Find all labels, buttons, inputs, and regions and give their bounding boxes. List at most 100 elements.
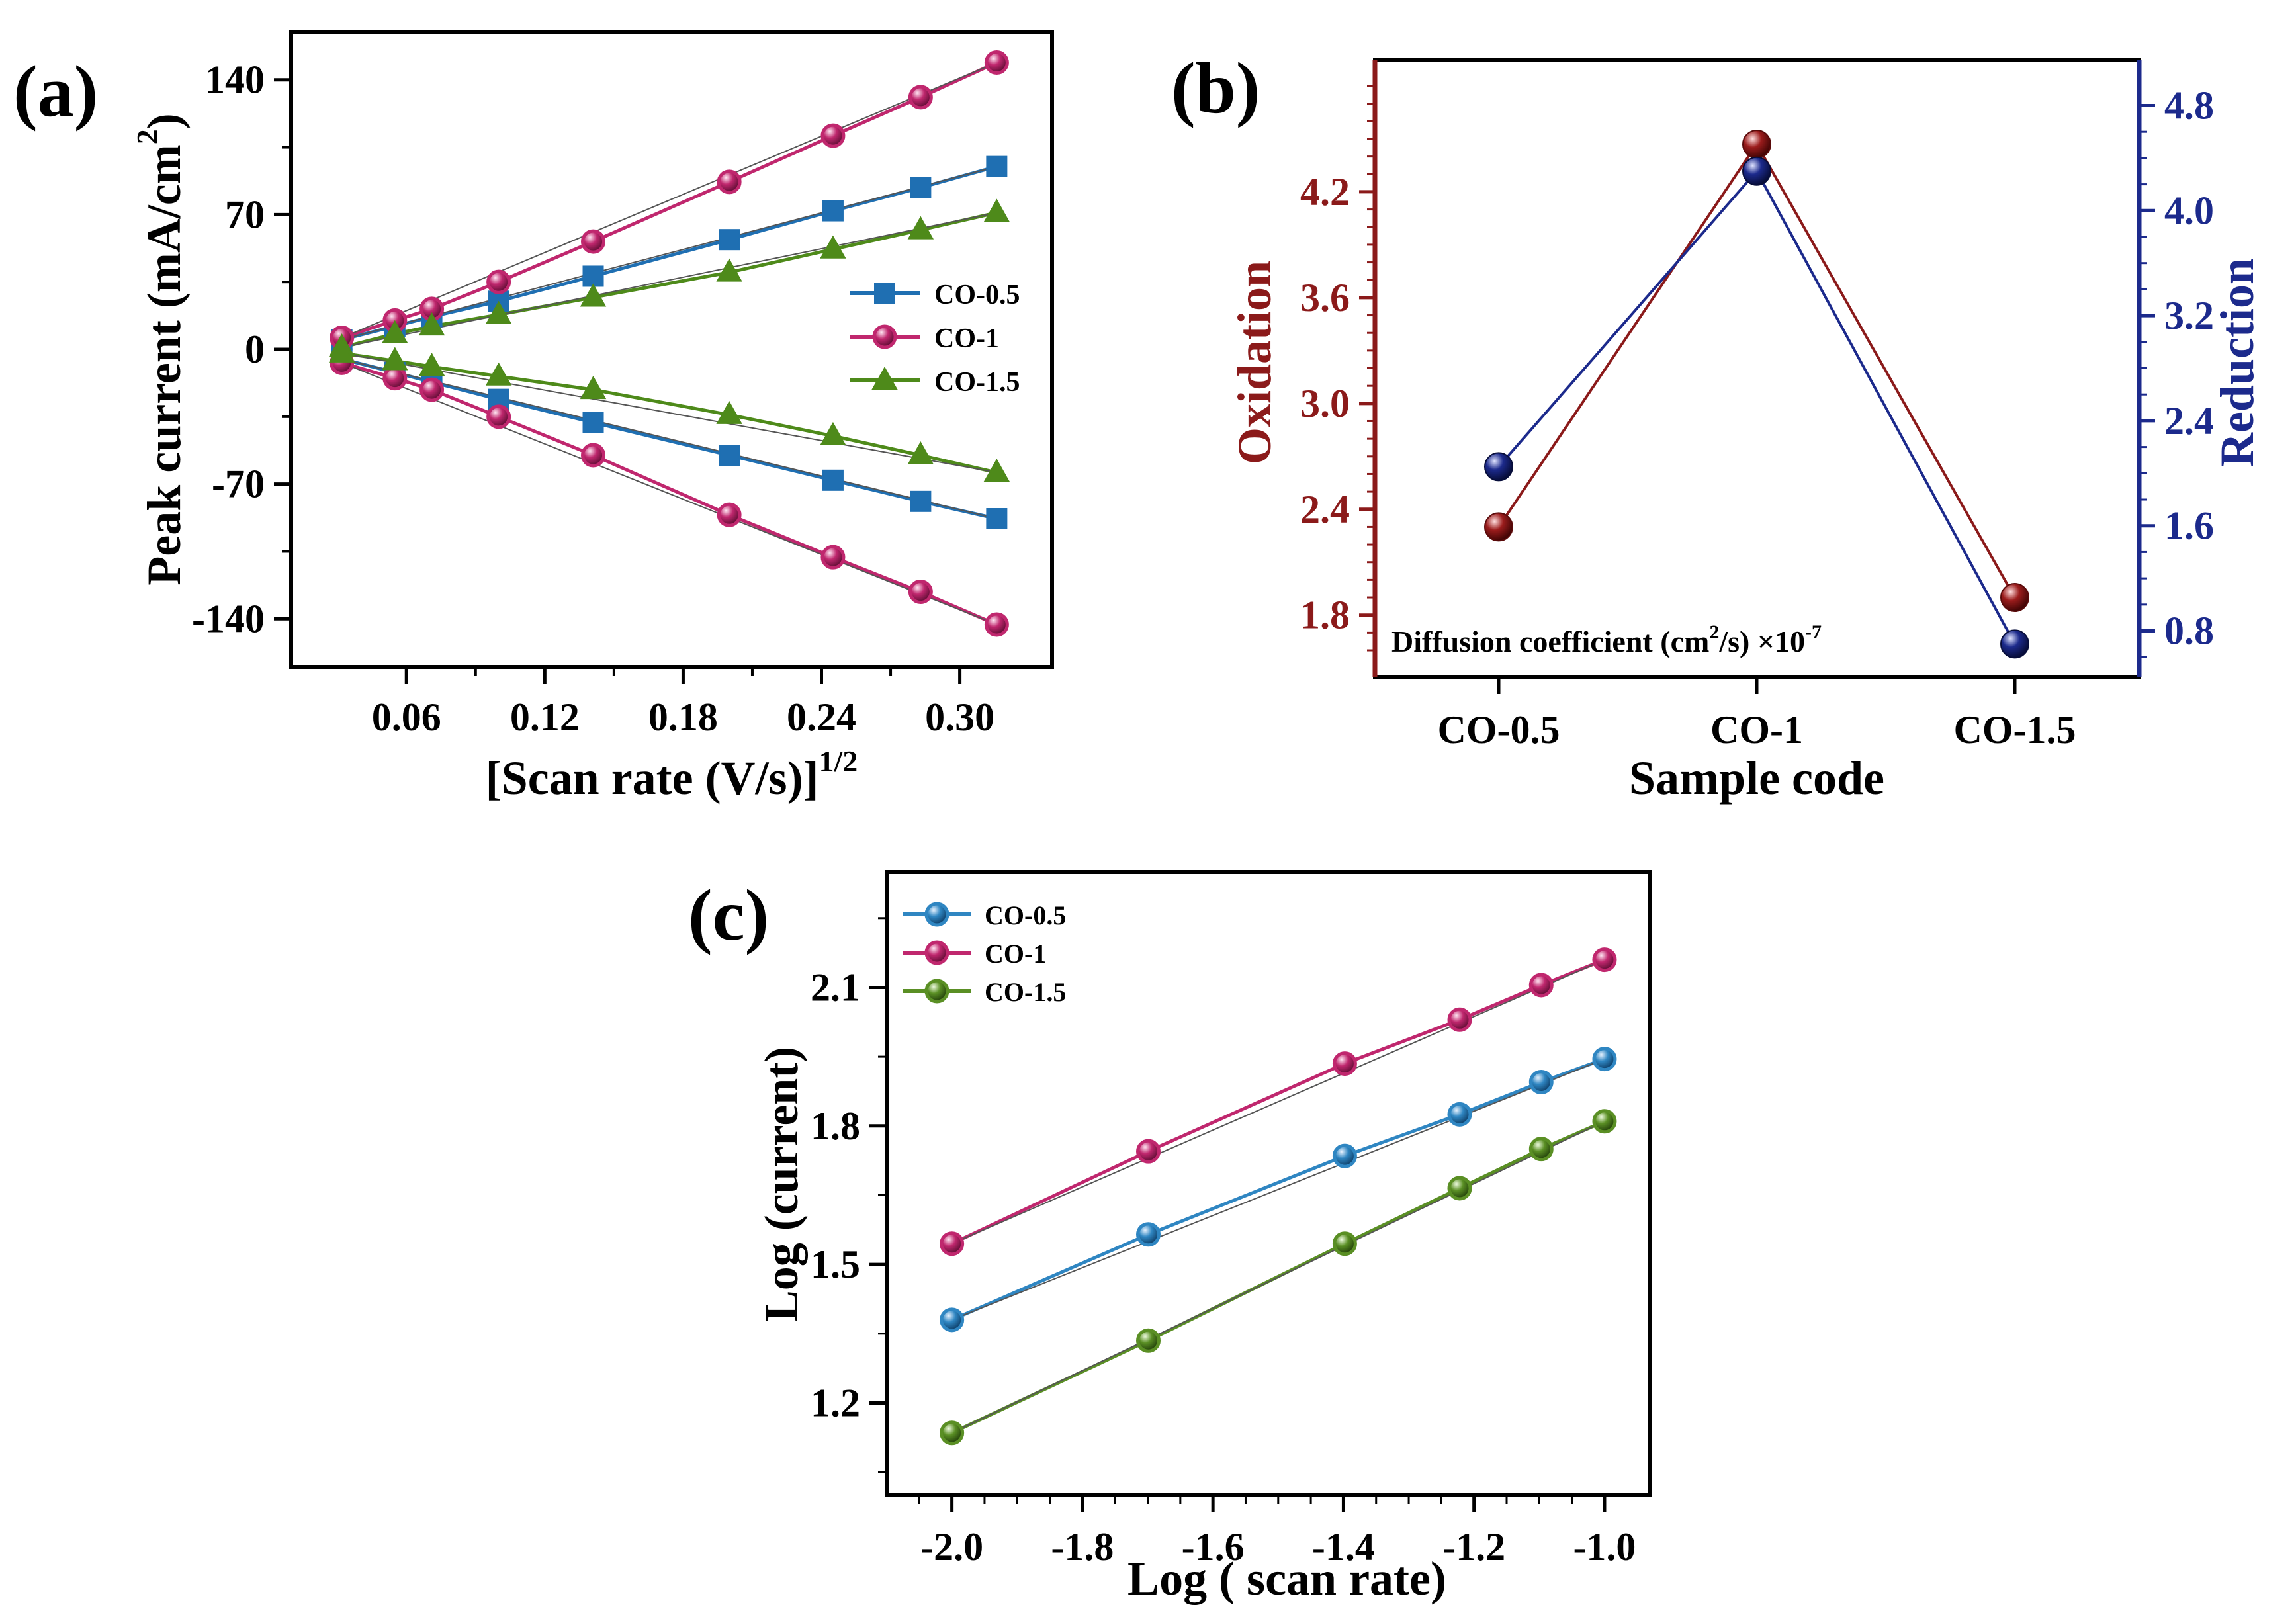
legend-marker-CO-0.5	[924, 902, 949, 927]
legend-label-CO-0.5: CO-0.5	[985, 900, 1066, 930]
chart-b: (b) CO-0.5 CO-1 CO-1.5 1.8 2.4 3.0 3.6 4.2 0.8 1.…	[1171, 48, 2264, 805]
y-tick-label-a: 140	[205, 58, 265, 102]
legend-label-CO-1: CO-1	[934, 324, 999, 354]
data-point-CO-0.5	[822, 469, 844, 491]
data-point-CO-1	[984, 612, 1009, 637]
y-axis-title-c: Log (current)	[755, 1047, 808, 1323]
data-point-CO-1	[820, 123, 846, 148]
fit-line-CO-0.5	[341, 165, 997, 341]
fit-line-CO-1	[341, 62, 997, 339]
data-point-CO-0.5	[940, 1307, 965, 1333]
data-point-CO-1	[419, 377, 445, 402]
data-point-CO-1	[486, 404, 511, 429]
y-axis-title-left-b: Oxidation	[1228, 261, 1281, 464]
panel-label-b: (b)	[1171, 48, 1260, 128]
y-axis-title-right-b: Reduction	[2211, 258, 2264, 467]
series-markers-c	[940, 947, 1617, 1446]
data-point-CO-1.5	[820, 421, 846, 445]
data-point-CO-1.5	[983, 198, 1010, 222]
x-tick-label-a: 0.30	[925, 695, 994, 739]
y-tick-label-a: 70	[225, 193, 265, 236]
legend-marker-CO-1	[872, 324, 897, 349]
reduction-line	[1497, 169, 2016, 645]
data-point-CO-0.5	[719, 445, 740, 466]
chart-c: (c) -2.0 -1.8 -1.6 -1.4 -1.2 -1.0 1.2 1.5 1.8 2.1…	[688, 870, 1652, 1605]
data-point-CO-0.5	[1332, 1143, 1357, 1168]
y-tick-label-c: 1.8	[811, 1104, 860, 1148]
y-tick-label-a: -70	[212, 462, 265, 506]
y-right-tick-label-b: 2.4	[2164, 399, 2214, 443]
axis-ticks-a: 0.06 0.12 0.18 0.24 0.30 -140 -70 0 70 140	[192, 58, 994, 739]
legend-marker-CO-1	[924, 940, 949, 965]
y-left-tick-label-b: 2.4	[1300, 488, 1350, 531]
data-point-CO-1.5	[1592, 1109, 1617, 1134]
x-tick-label-a: 0.18	[648, 695, 718, 739]
data-point-CO-1.5	[820, 235, 846, 259]
data-point-CO-0.5	[1528, 1069, 1554, 1094]
data-point-CO-0.5	[1592, 1047, 1617, 1072]
x-axis-title-a: [Scan rate (V/s)]1/2	[486, 744, 858, 805]
data-point-CO-1.5	[580, 376, 607, 400]
legend-a: CO-0.5 CO-1 CO-1.5	[850, 280, 1020, 398]
data-point-CO-1.5	[940, 1420, 965, 1446]
reduction-point	[1484, 452, 1513, 482]
series-lines-a	[341, 61, 998, 627]
panel-label-a: (a)	[13, 51, 98, 132]
y-right-tick-label-b: 0.8	[2164, 609, 2214, 653]
data-point-CO-1.5	[485, 362, 512, 386]
data-point-CO-0.5	[1136, 1222, 1161, 1247]
data-point-CO-1.5	[1447, 1176, 1472, 1201]
fit-line-CO-1.5	[341, 212, 997, 349]
data-point-CO-0.5	[719, 229, 740, 251]
data-point-CO-1	[908, 580, 933, 605]
fit-line-CO-1.5	[951, 1120, 1605, 1434]
panel-label-c: (c)	[688, 875, 769, 955]
data-point-CO-1.5	[580, 283, 607, 307]
data-point-CO-1.5	[382, 320, 408, 343]
data-point-CO-1	[940, 1231, 965, 1256]
data-point-CO-1.5	[485, 300, 512, 324]
y-tick-label-a: 0	[245, 328, 265, 371]
data-point-CO-1	[382, 366, 408, 391]
y-right-tick-label-b: 1.6	[2164, 504, 2214, 548]
y-right-tick-label-b: 4.0	[2164, 189, 2214, 232]
legend-marker-CO-1.5	[924, 979, 949, 1004]
x-tick-label-b: CO-1	[1710, 708, 1803, 752]
x-axis-title-b: Sample code	[1629, 752, 1884, 805]
data-point-CO-0.5	[986, 155, 1008, 177]
plot-frame-c	[885, 870, 1652, 1497]
series-markers-a	[328, 50, 1010, 637]
data-point-CO-1	[717, 169, 742, 195]
data-point-CO-1.5	[716, 400, 742, 424]
data-point-CO-0.5	[822, 200, 844, 222]
data-point-CO-1	[717, 502, 742, 527]
x-tick-label-c: -1.8	[1051, 1525, 1114, 1569]
reduction-point	[2000, 629, 2029, 659]
data-point-CO-1.5	[907, 441, 934, 464]
y-tick-label-c: 1.5	[811, 1243, 860, 1286]
y-tick-label-c: 1.2	[811, 1381, 860, 1424]
legend-label-CO-1: CO-1	[985, 939, 1046, 969]
legend-label-CO-1.5: CO-1.5	[985, 977, 1066, 1007]
axis-ticks-b: CO-0.5 CO-1 CO-1.5 1.8 2.4 3.0 3.6 4.2 0.8 1.6 2.4…	[1300, 83, 2214, 752]
chart-a: (a) 0.06 0.12 0.18 0.24 0.30 -140 -70 0 70 140 CO…	[13, 30, 1054, 805]
y-tick-label-c: 2.1	[811, 965, 860, 1009]
data-point-CO-1	[1592, 947, 1617, 973]
data-point-CO-1	[1447, 1007, 1472, 1032]
data-point-CO-0.5	[1447, 1102, 1472, 1127]
x-axis-title-c: Log ( scan rate)	[1127, 1552, 1446, 1605]
data-point-CO-1.5	[418, 353, 445, 376]
y-left-tick-label-b: 4.2	[1300, 170, 1350, 214]
data-point-CO-0.5	[910, 177, 932, 198]
axis-ticks-c: -2.0 -1.8 -1.6 -1.4 -1.2 -1.0 1.2 1.5 1.8 2.1	[811, 917, 1636, 1569]
reduction-point	[1742, 156, 1771, 186]
legend-marker-CO-1.5	[871, 366, 898, 390]
data-point-CO-1.5	[418, 312, 445, 336]
x-tick-label-c: -1.6	[1182, 1525, 1245, 1569]
y-left-tick-label-b: 1.8	[1300, 593, 1350, 637]
series-markers-b	[1484, 129, 2029, 659]
data-point-CO-1	[581, 443, 606, 468]
x-tick-label-a: 0.12	[510, 695, 580, 739]
y-right-tick-label-b: 3.2	[2164, 294, 2214, 337]
